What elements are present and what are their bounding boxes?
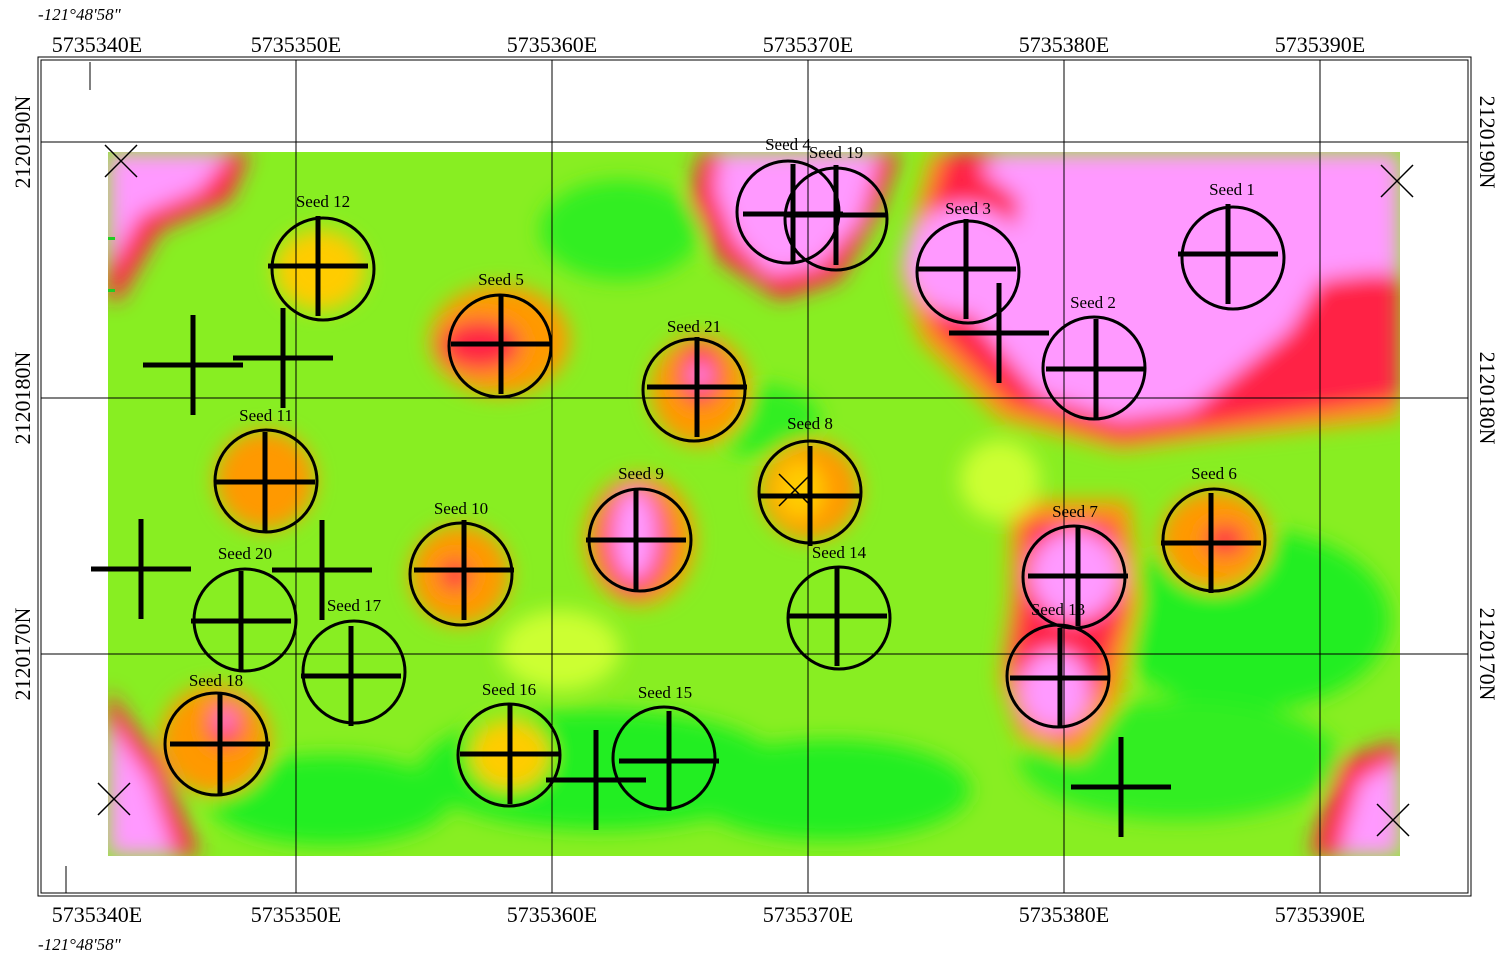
easting-label-top: 5735380E xyxy=(1019,32,1109,57)
seed-marker: Seed 14 xyxy=(786,543,892,671)
northing-label-right: 2120170N xyxy=(1475,608,1500,701)
seed-marker: Seed 18 xyxy=(163,671,270,797)
easting-label-top: 5735340E xyxy=(52,32,142,57)
northing-label-left: 2120180N xyxy=(10,351,35,444)
seed-label: Seed 18 xyxy=(189,671,243,690)
seed-marker: Seed 9 xyxy=(586,464,693,593)
seed-circle xyxy=(1180,205,1286,311)
seed-circle xyxy=(641,337,747,443)
seed-label: Seed 20 xyxy=(218,544,272,563)
seed-marker: Seed 20 xyxy=(191,544,298,673)
seed-label: Seed 10 xyxy=(434,499,488,518)
seed-label: Seed 2 xyxy=(1070,293,1116,312)
easting-label-bottom: 5735370E xyxy=(763,902,853,927)
seed-label: Seed 9 xyxy=(618,464,664,483)
northing-label-left: 2120170N xyxy=(10,607,35,700)
seed-marker: Seed 16 xyxy=(456,680,562,808)
corner-markers xyxy=(97,144,1414,837)
easting-label-top: 5735390E xyxy=(1275,32,1365,57)
seed-label: Seed 15 xyxy=(638,683,692,702)
seed-marker: Seed 3 xyxy=(915,199,1021,325)
crosshair-marker xyxy=(1071,737,1171,837)
seed-circle xyxy=(408,521,514,627)
seed-label: Seed 1 xyxy=(1209,180,1255,199)
seed-label: Seed 17 xyxy=(327,596,382,615)
seed-marker: Seed 5 xyxy=(447,270,553,399)
seed-marker: Seed 13 xyxy=(1005,600,1111,729)
bottom-left-coordinate: -121°48'58" xyxy=(38,935,122,954)
heatmap-raster xyxy=(108,152,1400,856)
easting-label-top: 5735350E xyxy=(251,32,341,57)
seed-marker: Seed 7 xyxy=(1021,502,1128,630)
easting-label-top: 5735360E xyxy=(507,32,597,57)
easting-label-top: 5735370E xyxy=(763,32,853,57)
seed-circle xyxy=(301,619,407,725)
x-marker xyxy=(104,144,138,178)
seed-marker: Seed 21 xyxy=(641,317,747,443)
coordinate-labels: 5735340E 5735340E 5735350E 5735350E 5735360E… xyxy=(10,32,1500,927)
seed-label: Seed 12 xyxy=(296,192,350,211)
seed-label: Seed 19 xyxy=(809,143,863,162)
x-marker xyxy=(778,473,812,507)
x-marker xyxy=(1380,164,1414,198)
crosshair-marker xyxy=(143,315,243,415)
easting-label-bottom: 5735360E xyxy=(507,902,597,927)
seed-label: Seed 7 xyxy=(1052,502,1098,521)
x-marker xyxy=(97,782,131,816)
coordinate-grid xyxy=(37,56,1472,897)
seed-label: Seed 16 xyxy=(482,680,536,699)
northing-label-right: 2120190N xyxy=(1475,96,1500,189)
easting-label-bottom: 5735340E xyxy=(52,902,142,927)
seed-label: Seed 6 xyxy=(1191,464,1237,483)
x-marker xyxy=(1376,803,1410,837)
seed-marker: Seed 2 xyxy=(1041,293,1147,421)
seed-marker: Seed 11 xyxy=(213,406,319,534)
seed-label: Seed 13 xyxy=(1031,600,1085,619)
seed-marker: Seed 8 xyxy=(757,414,863,546)
seed-circle xyxy=(270,216,376,322)
seed-marker: Seed 19 xyxy=(783,143,889,272)
seed-label: Seed 4 xyxy=(765,135,811,154)
seed-marker: Seed 10 xyxy=(408,499,514,627)
northing-label-right: 2120180N xyxy=(1475,352,1500,445)
seed-label: Seed 5 xyxy=(478,270,524,289)
seed-label: Seed 11 xyxy=(239,406,293,425)
easting-label-bottom: 5735350E xyxy=(251,902,341,927)
seed-label: Seed 3 xyxy=(945,199,991,218)
northing-label-left: 2120190N xyxy=(10,95,35,188)
top-left-coordinate: -121°48'58" xyxy=(38,5,122,24)
seed-marker: Seed 15 xyxy=(611,683,719,811)
seed-marker: Seed 17 xyxy=(301,596,407,726)
unlabeled-crosshairs xyxy=(91,283,1171,837)
seed-markers: Seed 1 Seed 2 Seed 3 Seed 4 Seed 5 Seed 6 Seed… xyxy=(163,135,1286,811)
crosshair-marker xyxy=(233,308,333,408)
crosshair-marker xyxy=(546,730,646,830)
seed-circle xyxy=(611,705,717,811)
seed-label: Seed 21 xyxy=(667,317,721,336)
crosshair-marker xyxy=(91,519,191,619)
seed-label: Seed 14 xyxy=(812,543,867,562)
crosshair-marker xyxy=(949,283,1049,383)
seed-circle xyxy=(1161,487,1267,593)
seed-marker: Seed 12 xyxy=(268,192,376,322)
easting-label-bottom: 5735390E xyxy=(1275,902,1365,927)
crosshair-marker xyxy=(272,520,372,620)
seed-marker: Seed 6 xyxy=(1161,464,1267,593)
easting-label-bottom: 5735380E xyxy=(1019,902,1109,927)
seed-label: Seed 8 xyxy=(787,414,833,433)
seed-marker: Seed 1 xyxy=(1178,180,1286,311)
